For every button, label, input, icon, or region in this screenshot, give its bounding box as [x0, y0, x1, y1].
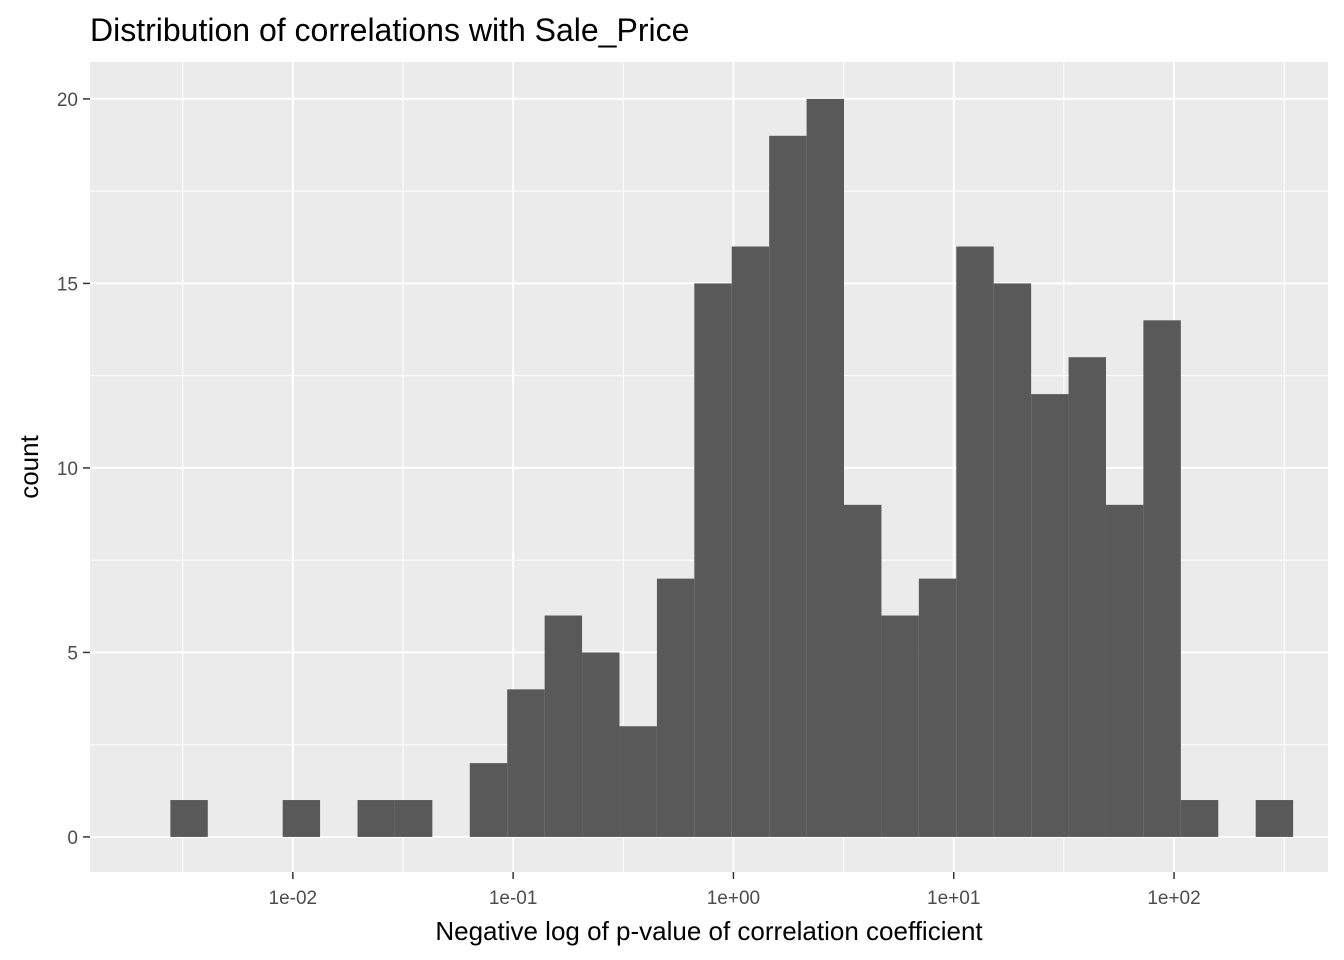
- y-axis-title: count: [14, 434, 44, 498]
- histogram-bar: [844, 504, 882, 837]
- x-tick-label: 1e-01: [489, 888, 538, 909]
- y-tick-label: 5: [67, 643, 78, 664]
- x-axis-title: Negative log of p-value of correlation c…: [435, 916, 983, 946]
- histogram-bar: [619, 726, 657, 837]
- histogram-bar: [806, 98, 845, 837]
- y-tick-label: 10: [57, 459, 78, 480]
- x-tick-label: 1e+01: [927, 888, 980, 909]
- x-tick-label: 1e-02: [269, 888, 318, 909]
- histogram-bar: [694, 283, 732, 837]
- histogram-bar: [582, 652, 620, 837]
- histogram-bar: [1255, 800, 1294, 837]
- histogram-bar: [1068, 357, 1106, 837]
- x-tick-label: 1e+00: [707, 888, 760, 909]
- histogram-bar: [357, 800, 395, 837]
- histogram-bar: [1105, 504, 1144, 837]
- y-axis: 0 5 10 15 20: [57, 90, 90, 849]
- histogram-bar: [544, 615, 583, 837]
- histogram-bar: [1143, 320, 1181, 837]
- x-axis: 1e-02 1e-01 1e+00 1e+01 1e+02: [269, 872, 1201, 909]
- histogram-bar: [993, 283, 1032, 837]
- histogram-bar: [282, 800, 321, 837]
- y-tick-label: 15: [57, 274, 78, 295]
- histogram-bar: [394, 800, 433, 837]
- histogram-bar: [1031, 394, 1069, 837]
- x-tick-label: 1e+02: [1147, 888, 1200, 909]
- y-tick-label: 20: [57, 90, 78, 111]
- histogram-bar: [769, 135, 807, 837]
- histogram-bar: [956, 246, 994, 837]
- histogram-bar: [507, 689, 545, 837]
- histogram-bar: [1180, 800, 1219, 837]
- histogram-bar: [881, 615, 919, 837]
- histogram-bar: [469, 763, 508, 837]
- histogram-bar: [170, 800, 208, 837]
- y-tick-label: 0: [67, 828, 78, 849]
- histogram-bar: [918, 578, 957, 837]
- histogram-bars: [170, 98, 1294, 837]
- histogram-bar: [731, 246, 770, 837]
- chart-title: Distribution of correlations with Sale_P…: [90, 12, 689, 48]
- histogram-bar: [656, 578, 695, 837]
